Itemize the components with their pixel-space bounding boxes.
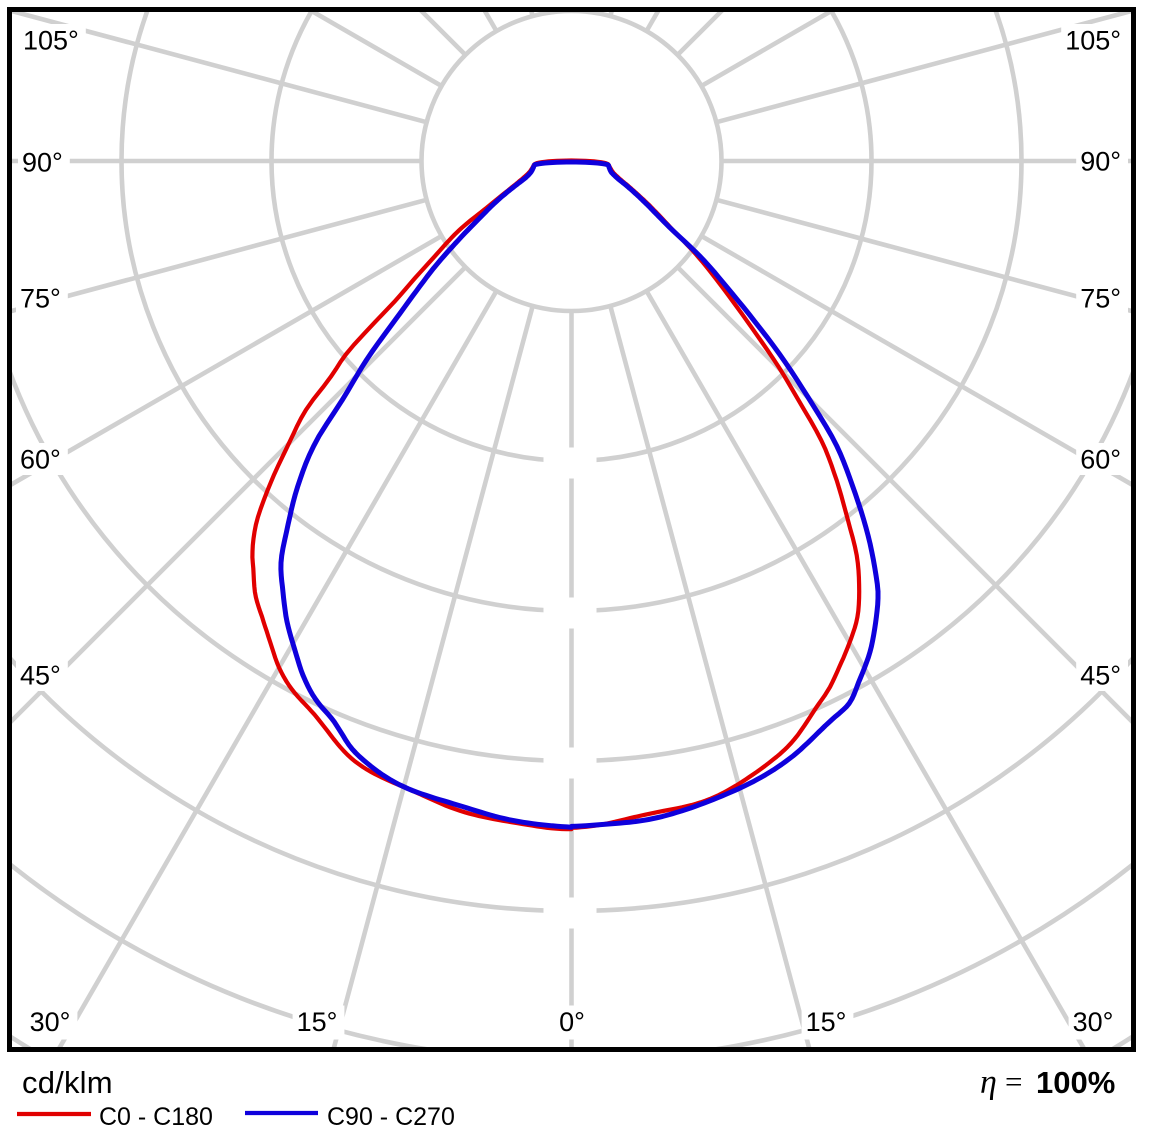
svg-text:60°: 60° xyxy=(20,445,61,475)
svg-text:90°: 90° xyxy=(1080,147,1121,177)
svg-text:30°: 30° xyxy=(1073,1007,1114,1037)
svg-text:15°: 15° xyxy=(297,1007,338,1037)
svg-text:75°: 75° xyxy=(1080,284,1121,314)
svg-text:30°: 30° xyxy=(30,1007,71,1037)
svg-text:η: η xyxy=(980,1064,997,1101)
svg-text:C0 - C180: C0 - C180 xyxy=(99,1103,213,1131)
svg-text:45°: 45° xyxy=(1080,661,1121,691)
svg-text:=: = xyxy=(1005,1064,1022,1099)
svg-text:105°: 105° xyxy=(23,26,79,56)
svg-text:C90 - C270: C90 - C270 xyxy=(327,1103,455,1131)
svg-text:0°: 0° xyxy=(559,1007,585,1037)
svg-text:75°: 75° xyxy=(20,284,61,314)
svg-text:100%: 100% xyxy=(1036,1065,1115,1100)
svg-text:15°: 15° xyxy=(806,1007,847,1037)
svg-text:60°: 60° xyxy=(1080,445,1121,475)
svg-text:105°: 105° xyxy=(1065,26,1121,56)
svg-text:90°: 90° xyxy=(22,148,63,178)
svg-text:cd/klm: cd/klm xyxy=(22,1065,113,1100)
svg-text:45°: 45° xyxy=(20,661,61,691)
